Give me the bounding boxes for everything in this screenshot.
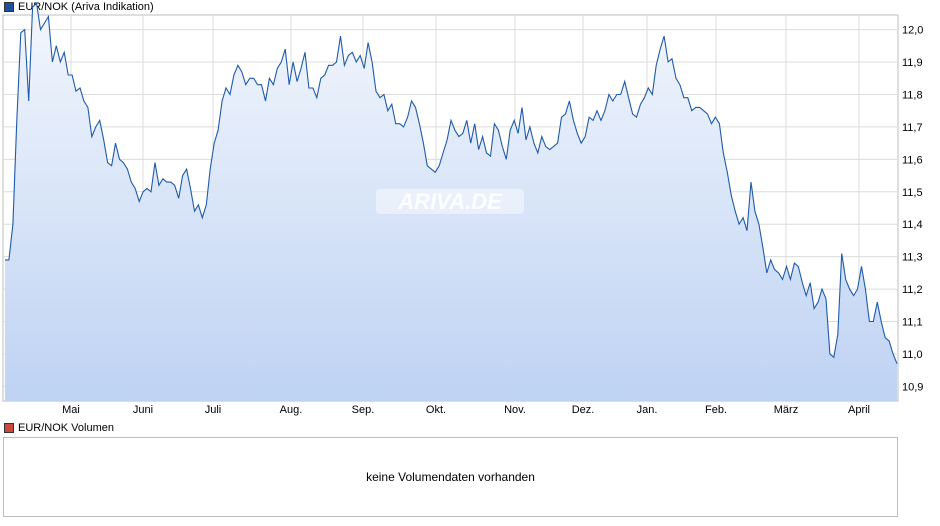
legend-swatch-price: [4, 2, 14, 12]
y-tick-label: 11,8: [902, 89, 923, 101]
legend-swatch-volume: [4, 423, 14, 433]
x-tick-label: Dez.: [572, 404, 595, 416]
y-tick-label: 11,6: [902, 154, 923, 166]
legend-price: EUR/NOK (Ariva Indikation): [4, 0, 154, 14]
watermark: ARIVA.DE: [376, 189, 524, 214]
price-chart: ARIVA.DE Mai Juni Juli Aug. Sep. Okt. Nov. Dez.…: [2, 2, 923, 416]
x-tick-label: Feb.: [705, 404, 727, 416]
legend-volume-label: EUR/NOK Volumen: [18, 422, 114, 434]
x-tick-label: Nov.: [504, 404, 526, 416]
volume-panel: keine Volumendaten vorhanden: [3, 437, 898, 517]
x-tick-label: April: [848, 404, 870, 416]
y-tick-label: 11,3: [902, 252, 923, 264]
x-tick-label: Mai: [62, 404, 80, 416]
x-tick-label: Aug.: [280, 404, 303, 416]
price-line: [5, 2, 898, 364]
y-tick-label: 11,4: [902, 219, 923, 231]
x-axis: Mai Juni Juli Aug. Sep. Okt. Nov. Dez. Jan. Feb. M…: [62, 404, 870, 416]
legend-price-label: EUR/NOK (Ariva Indikation): [18, 1, 154, 13]
x-tick-label: Jan.: [637, 404, 658, 416]
x-tick-label: Okt.: [426, 404, 446, 416]
y-tick-label: 11,2: [902, 284, 923, 296]
y-tick-label: 11,9: [902, 57, 923, 69]
y-tick-label: 11,5: [902, 187, 923, 199]
y-tick-label: 11,0: [902, 349, 923, 361]
price-area-fill: [5, 3, 897, 401]
x-tick-label: Juli: [205, 404, 222, 416]
x-tick-label: Sep.: [352, 404, 375, 416]
legend-volume: EUR/NOK Volumen: [4, 421, 114, 435]
volume-empty-message: keine Volumendaten vorhanden: [366, 470, 535, 484]
x-tick-label: Juni: [133, 404, 153, 416]
y-axis: 10,9 11,0 11,1 11,2 11,3 11,4 11,5 11,6 11,7 11,8…: [902, 25, 923, 394]
watermark-text: ARIVA.DE: [397, 189, 503, 214]
y-tick-label: 10,9: [902, 381, 923, 393]
x-tick-label: März: [774, 404, 798, 416]
y-tick-label: 12,0: [902, 25, 923, 37]
y-tick-label: 11,7: [902, 122, 923, 134]
y-tick-label: 11,1: [902, 317, 923, 329]
